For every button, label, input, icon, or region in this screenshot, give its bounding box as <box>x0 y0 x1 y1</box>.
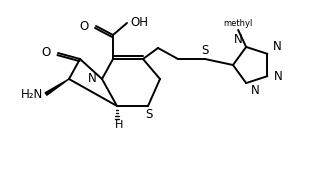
Text: S: S <box>145 108 153 121</box>
Text: N: N <box>234 33 242 46</box>
Text: N: N <box>251 84 260 97</box>
Text: S: S <box>201 44 209 57</box>
Text: H₂N: H₂N <box>21 88 43 101</box>
Text: OH: OH <box>130 17 148 30</box>
Polygon shape <box>45 79 69 95</box>
Text: methyl: methyl <box>223 19 253 28</box>
Text: N: N <box>275 70 283 83</box>
Text: N: N <box>88 72 97 85</box>
Text: O: O <box>42 46 51 59</box>
Text: N: N <box>274 40 282 53</box>
Text: O: O <box>80 20 89 33</box>
Text: H: H <box>115 120 123 130</box>
